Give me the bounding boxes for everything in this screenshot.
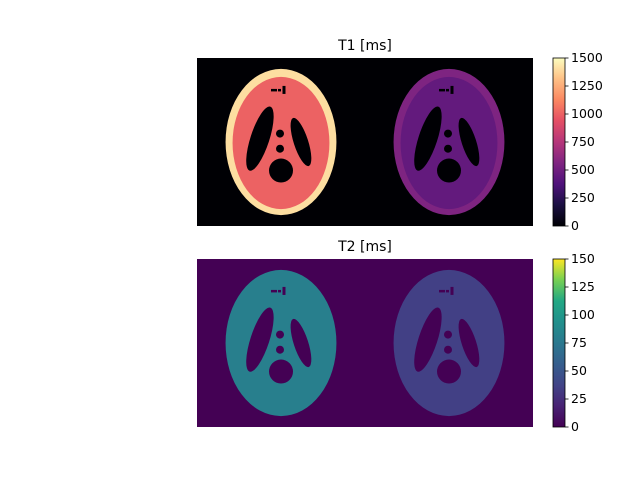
circle-lower [437, 158, 461, 183]
mark-top-1 [439, 289, 445, 293]
colorbar: 0 250 500 750 1000 1250 1500 [552, 50, 603, 233]
phantom-left [225, 269, 337, 417]
ventricle-right [458, 117, 480, 167]
ventricle-left [246, 307, 274, 372]
ventricle-right [458, 318, 480, 368]
mark-top-3 [450, 85, 454, 94]
circle-lower [269, 158, 293, 183]
circle-lower [437, 359, 461, 384]
phantom-inner-tissue [232, 76, 330, 210]
circle-lower [269, 359, 293, 384]
phantom-tissue [225, 269, 337, 417]
dot-upper [444, 330, 452, 339]
colorbar-tick-label: 1500 [571, 50, 603, 65]
phantom-tissue [393, 269, 505, 417]
phantom-left [225, 68, 337, 216]
panel-title: T1 [ms] [337, 38, 392, 54]
ventricle-left [414, 106, 442, 171]
phantom-right [393, 68, 505, 216]
dot-upper [276, 330, 284, 339]
colorbar-tick-label: 150 [571, 251, 595, 266]
dot-lower [444, 345, 452, 354]
colorbar-tick-label: 50 [571, 363, 587, 378]
colorbar-tick-label: 75 [571, 335, 587, 350]
colorbar-tick-label: 1000 [571, 106, 603, 121]
mark-top-3 [282, 85, 286, 94]
mark-top-2 [446, 289, 449, 293]
mark-top-2 [278, 289, 281, 293]
colorbar-tick-label: 0 [571, 218, 579, 233]
colorbar-tick-label: 500 [571, 162, 595, 177]
mark-top-3 [282, 286, 286, 295]
dot-upper [276, 129, 284, 138]
dot-lower [276, 144, 284, 153]
colorbar-tick-label: 1250 [571, 78, 603, 93]
ventricle-right [290, 117, 312, 167]
colorbar-gradient [552, 57, 566, 227]
colorbar-tick-label: 0 [571, 419, 579, 434]
mark-top-1 [271, 88, 277, 92]
ventricle-left [414, 307, 442, 372]
phantom-right [393, 269, 505, 417]
mark-top-2 [446, 88, 449, 92]
mark-top-3 [450, 286, 454, 295]
dot-lower [444, 144, 452, 153]
panel-2: T2 [ms] 0 25 50 75 100 125 150 [197, 239, 595, 434]
colorbar-tick-label: 25 [571, 391, 587, 406]
mark-top-2 [278, 88, 281, 92]
panel-1: T1 [ms] 0 250 500 750 1000 1250 1500 [197, 38, 603, 233]
colorbar: 0 25 50 75 100 125 150 [552, 251, 595, 434]
colorbar-tick-label: 125 [571, 279, 595, 294]
dot-lower [276, 345, 284, 354]
colorbar-gradient [552, 258, 566, 428]
ventricle-left [246, 106, 274, 171]
panel-title: T2 [ms] [337, 239, 392, 255]
mark-top-1 [271, 289, 277, 293]
colorbar-tick-label: 750 [571, 134, 595, 149]
phantom-inner-tissue [400, 76, 498, 210]
mark-top-1 [439, 88, 445, 92]
colorbar-tick-label: 100 [571, 307, 595, 322]
ventricle-right [290, 318, 312, 368]
dot-upper [444, 129, 452, 138]
colorbar-tick-label: 250 [571, 190, 595, 205]
